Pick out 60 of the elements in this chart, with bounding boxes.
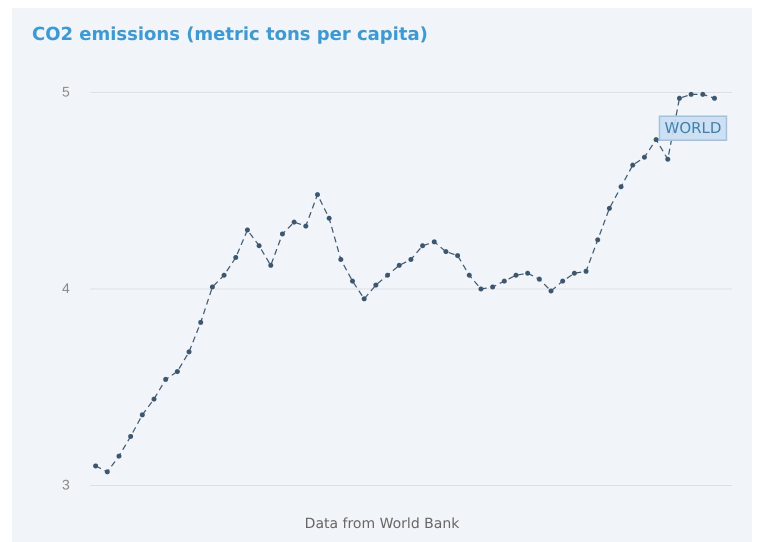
point	[443, 249, 448, 254]
point	[314, 192, 320, 198]
point	[408, 257, 414, 262]
point	[536, 276, 542, 282]
point	[502, 278, 507, 284]
point	[630, 162, 636, 168]
point	[455, 253, 460, 258]
point	[584, 268, 589, 274]
point	[280, 231, 285, 236]
point	[700, 92, 706, 97]
point	[642, 154, 647, 160]
point	[326, 216, 332, 221]
point	[104, 469, 110, 474]
point	[373, 282, 378, 288]
point	[140, 412, 145, 418]
point	[712, 96, 717, 101]
point	[362, 296, 367, 302]
point	[292, 220, 297, 225]
y-tick-label: 3	[62, 476, 70, 492]
point	[338, 257, 344, 262]
point	[654, 137, 659, 142]
point	[152, 396, 157, 402]
point	[606, 206, 612, 211]
text: Data from World Bank	[304, 516, 460, 532]
point	[560, 278, 566, 284]
point	[210, 284, 215, 290]
point	[618, 184, 624, 190]
point	[676, 96, 682, 101]
point	[688, 92, 694, 97]
point	[490, 284, 496, 290]
point	[432, 239, 437, 244]
y-tick-label: 4	[62, 280, 70, 296]
point	[513, 272, 518, 278]
point	[233, 255, 238, 260]
point	[198, 320, 204, 325]
point	[595, 237, 600, 242]
point	[116, 454, 122, 459]
chart-title: CO2 emissions (metric tons per capita)	[32, 24, 428, 45]
point	[478, 286, 484, 292]
point	[186, 349, 192, 354]
point	[525, 270, 530, 276]
point	[466, 272, 472, 278]
point	[420, 243, 426, 248]
point	[396, 262, 402, 268]
point	[385, 272, 390, 278]
point	[303, 224, 308, 229]
point	[244, 228, 250, 233]
point	[572, 270, 577, 276]
point	[268, 262, 274, 268]
point	[665, 156, 670, 162]
point	[256, 243, 262, 248]
point	[174, 369, 180, 374]
point	[93, 463, 98, 468]
point	[163, 376, 168, 382]
point	[350, 278, 356, 284]
y-tick-label: 5	[62, 83, 70, 100]
point	[128, 434, 134, 439]
series-label: WORLD	[664, 119, 722, 138]
point	[222, 272, 227, 278]
point	[548, 288, 554, 294]
